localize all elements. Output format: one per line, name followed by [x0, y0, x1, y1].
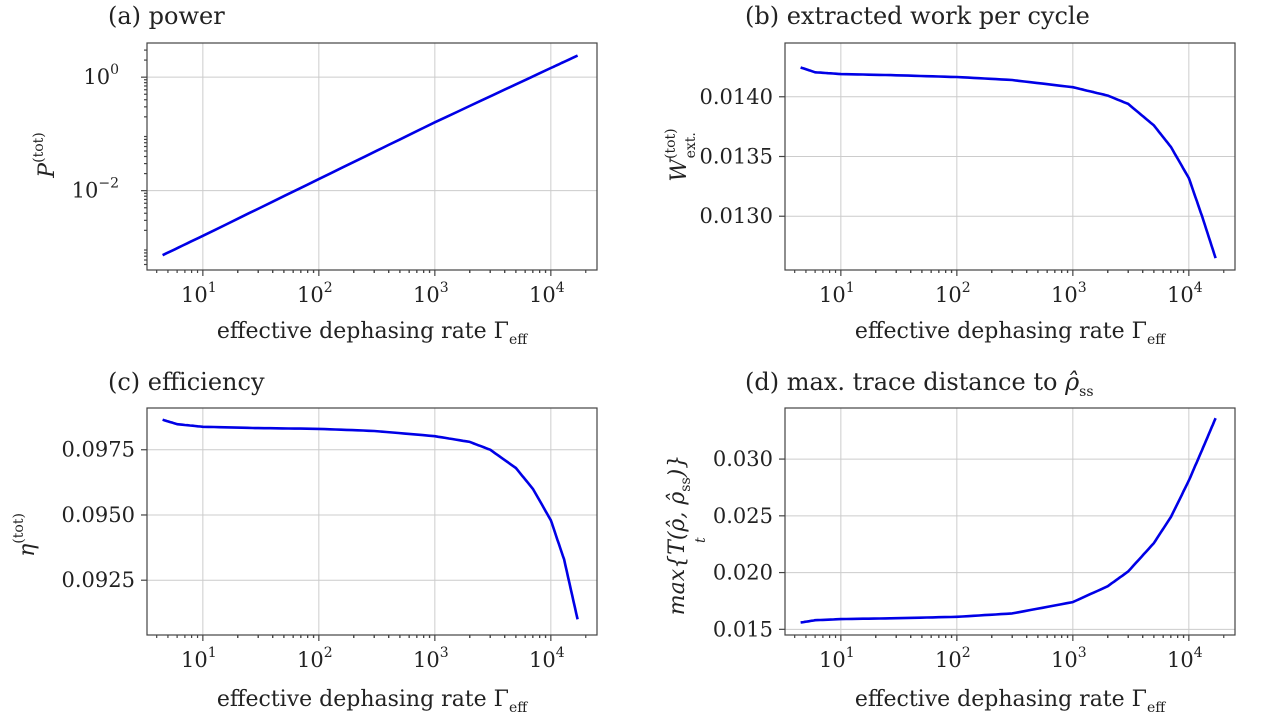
y-tick-label: 100: [83, 62, 119, 89]
panel-a-title: (a) power: [108, 2, 225, 30]
y-tick-label: 0.0135: [700, 145, 773, 169]
y-tick-label: 0.0140: [700, 85, 773, 109]
panel-d-frame: [784, 407, 1236, 636]
panel-b: (b) extracted work per cycle 101 102 103 10…: [663, 2, 1236, 348]
panel-b-ticks: 101 102 103 104 0.0130 0.0135 0.0140: [700, 85, 1225, 307]
x-tick-label: 102: [297, 645, 333, 672]
panel-a-grid: [147, 43, 597, 270]
panel-a-xlabel: effective dephasing rate Γeff: [217, 319, 528, 348]
x-tick-label: 101: [181, 280, 217, 307]
panel-b-grid: [785, 43, 1235, 270]
panel-d-ylabel-under: t: [693, 537, 709, 543]
panel-d-ylabel: max{T(ρ̂, ρ̂ss)}: [665, 455, 694, 615]
panel-c: (c) efficiency 101 102 103 104 0.0925 0.0950 0…: [11, 368, 598, 716]
x-tick-label: 102: [935, 280, 971, 307]
panel-c-series-line: [162, 418, 579, 620]
panel-c-ticks: 101 102 103 104 0.0925 0.0950 0.0975: [62, 438, 587, 672]
x-tick-label: 102: [297, 280, 333, 307]
x-tick-label: 104: [529, 645, 565, 672]
x-tick-label: 103: [1051, 280, 1087, 307]
x-tick-label: 103: [1051, 645, 1087, 672]
x-tick-label: 103: [413, 280, 449, 307]
x-tick-label: 104: [1167, 645, 1203, 672]
panel-d-series-line: [800, 417, 1217, 624]
panel-b-xlabel: effective dephasing rate Γeff: [855, 319, 1166, 348]
x-tick-label: 104: [1167, 280, 1203, 307]
panel-d-title: (d) max. trace distance to ρ̂ss: [745, 368, 1094, 400]
panel-b-series-line: [800, 66, 1217, 259]
panel-c-ylabel: η(tot): [11, 513, 40, 557]
x-tick-label: 101: [819, 645, 855, 672]
y-tick-label: 10−2: [72, 176, 119, 203]
panel-a-series-line: [162, 54, 579, 257]
x-tick-label: 101: [819, 280, 855, 307]
panel-c-grid: [147, 408, 597, 635]
x-tick-label: 103: [413, 645, 449, 672]
y-tick-label: 0.0975: [62, 438, 135, 462]
panel-c-title: (c) efficiency: [108, 368, 265, 396]
panel-d-ticks: 101 102 103 104 0.015 0.020 0.025 0.030: [713, 447, 1225, 672]
y-tick-label: 0.020: [713, 561, 773, 585]
y-tick-label: 0.0130: [700, 204, 773, 228]
y-tick-label: 0.0950: [62, 503, 135, 527]
panel-c-frame: [146, 407, 598, 636]
panel-d-grid: [785, 408, 1235, 635]
panel-b-ylabel: W(tot) ext.: [663, 128, 699, 181]
y-tick-label: 0.025: [713, 504, 773, 528]
panel-a-ylabel: P(tot): [31, 132, 60, 178]
y-tick-label: 0.015: [713, 617, 773, 641]
panel-c-xlabel: effective dephasing rate Γeff: [217, 687, 528, 716]
y-tick-label: 0.030: [713, 447, 773, 471]
panel-a: (a) power 101 102 103 104 10−2 100 P(tot) eff…: [31, 2, 598, 348]
x-tick-label: 104: [529, 280, 565, 307]
panel-a-ticks: 101 102 103 104 10−2 100: [72, 49, 587, 307]
x-tick-label: 102: [935, 645, 971, 672]
panel-d-xlabel: effective dephasing rate Γeff: [855, 687, 1166, 716]
x-tick-label: 101: [181, 645, 217, 672]
panel-d: (d) max. trace distance to ρ̂ss 101 102 10…: [665, 368, 1236, 716]
y-tick-label: 0.0925: [62, 568, 135, 592]
panel-b-title: (b) extracted work per cycle: [745, 2, 1090, 30]
